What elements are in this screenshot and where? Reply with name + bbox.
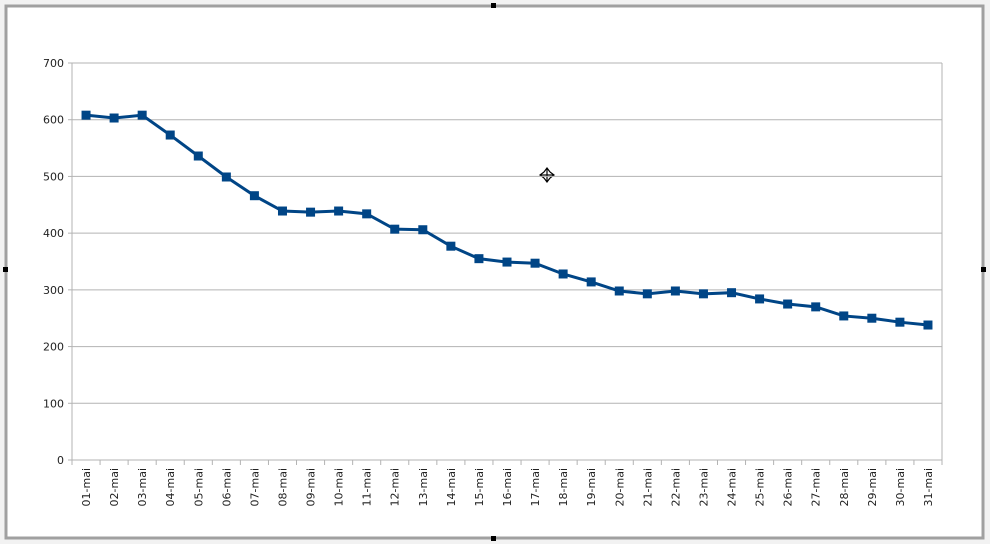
- y-tick-label: 500: [43, 170, 64, 183]
- x-tick-label: 30-mai: [894, 468, 907, 506]
- marker: [727, 288, 737, 298]
- x-tick-label: 22-mai: [669, 468, 682, 506]
- x-tick-label: 11-mai: [361, 468, 374, 506]
- x-tick-label: 13-mai: [417, 468, 430, 506]
- marker: [811, 302, 821, 312]
- marker: [839, 311, 849, 321]
- x-tick-label: 06-mai: [220, 468, 233, 506]
- y-tick-label: 200: [43, 341, 64, 354]
- x-tick-label: 21-mai: [641, 468, 654, 506]
- x-tick-label: 16-mai: [501, 468, 514, 506]
- marker: [642, 289, 652, 299]
- y-tick-label: 100: [43, 397, 64, 410]
- move-cursor: [539, 167, 555, 183]
- marker: [446, 241, 456, 251]
- marker: [390, 224, 400, 234]
- x-tick-label: 24-mai: [726, 468, 739, 506]
- marker: [895, 317, 905, 327]
- y-tick-label: 700: [43, 57, 64, 70]
- x-tick-label: 29-mai: [866, 468, 879, 506]
- y-tick-label: 300: [43, 284, 64, 297]
- x-tick-label: 28-mai: [838, 468, 851, 506]
- x-tick-label: 02-mai: [108, 468, 121, 506]
- x-tick-label: 25-mai: [754, 468, 767, 506]
- marker: [670, 286, 680, 296]
- x-tick-label: 23-mai: [697, 468, 710, 506]
- marker: [783, 299, 793, 309]
- handle: [491, 3, 496, 8]
- x-tick-label: 07-mai: [248, 468, 261, 506]
- marker: [165, 130, 175, 140]
- marker: [277, 206, 287, 216]
- y-tick-label: 0: [57, 454, 64, 467]
- marker: [306, 207, 316, 217]
- x-tick-label: 10-mai: [333, 468, 346, 506]
- x-tick-label: 08-mai: [276, 468, 289, 506]
- marker: [249, 191, 259, 201]
- x-tick-label: 15-mai: [473, 468, 486, 506]
- x-tick-label: 17-mai: [529, 468, 542, 506]
- x-tick-label: 03-mai: [136, 468, 149, 506]
- x-tick-label: 20-mai: [613, 468, 626, 506]
- x-tick-label: 04-mai: [164, 468, 177, 506]
- x-tick-label: 12-mai: [389, 468, 402, 506]
- y-tick-label: 600: [43, 114, 64, 127]
- marker: [923, 320, 933, 330]
- x-tick-label: 01-mai: [80, 468, 93, 506]
- marker: [362, 209, 372, 219]
- y-tick-label: 400: [43, 227, 64, 240]
- marker: [474, 254, 484, 264]
- marker: [109, 113, 119, 123]
- marker: [221, 172, 231, 182]
- x-tick-label: 05-mai: [192, 468, 205, 506]
- x-tick-label: 31-mai: [922, 468, 935, 506]
- handle: [491, 536, 496, 541]
- marker: [137, 110, 147, 120]
- marker: [755, 294, 765, 304]
- x-tick-label: 18-mai: [557, 468, 570, 506]
- marker: [81, 110, 91, 120]
- x-tick-label: 09-mai: [305, 468, 318, 506]
- x-tick-label: 19-mai: [585, 468, 598, 506]
- x-tick-label: 27-mai: [810, 468, 823, 506]
- marker: [867, 313, 877, 323]
- marker: [558, 269, 568, 279]
- marker: [193, 151, 203, 161]
- handle: [3, 267, 8, 272]
- marker: [418, 225, 428, 235]
- marker: [614, 286, 624, 296]
- handle: [981, 267, 986, 272]
- chart-frame: [4, 4, 985, 540]
- x-tick-label: 26-mai: [782, 468, 795, 506]
- x-tick-label: 14-mai: [445, 468, 458, 506]
- marker: [530, 258, 540, 268]
- marker: [698, 289, 708, 299]
- marker: [502, 257, 512, 267]
- marker: [586, 277, 596, 287]
- marker: [334, 206, 344, 216]
